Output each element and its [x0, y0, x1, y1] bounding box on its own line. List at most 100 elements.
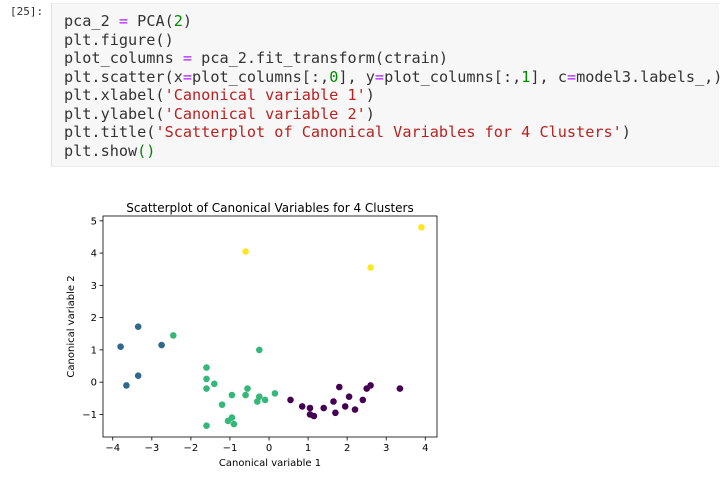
y-tick-label: 0 [91, 378, 97, 389]
code-token: pca_2 [64, 12, 119, 30]
code-token: 2 [173, 12, 183, 30]
code-token: pca_2.fit_transform(ctrain) [192, 49, 449, 67]
code-token: ], c [530, 67, 567, 86]
code-token: PCA( [128, 12, 174, 30]
code-line: plt.scatter(x=plot_columns[:,0], y=plot_… [64, 68, 721, 87]
code-token: plot_columns [64, 49, 183, 67]
code-line: plt.show() [64, 142, 721, 161]
x-axis-label: Canonical variable 1 [219, 458, 321, 469]
scatter-point [367, 264, 374, 271]
code-token: 1 [521, 67, 531, 86]
scatter-point [228, 414, 236, 421]
code-token: plot_columns[:, [192, 67, 330, 86]
x-tick-label: −1 [223, 443, 238, 454]
scatter-plot: −4 −3 −2 −1 0 1 2 3 4 −1 0 1 2 3 4 5 Scatterplot of Cano… [66, 201, 438, 469]
code-token: ) [365, 104, 375, 123]
scatter-point [255, 346, 263, 354]
scatter-point [134, 323, 142, 331]
cell-output-plot: −4 −3 −2 −1 0 1 2 3 4 −1 0 1 2 3 4 5 Scatterplot of Cano… [0, 180, 721, 480]
code-token: () [137, 141, 156, 160]
scatter-point [170, 332, 177, 339]
scatter-point [230, 420, 238, 428]
code-token: plt.ylabel( [64, 104, 165, 123]
y-tick-label: 3 [91, 281, 97, 292]
scatter-point [244, 385, 251, 392]
code-token: 0 [329, 67, 339, 86]
scatter-point [228, 391, 236, 399]
scatter-point [396, 385, 404, 392]
scatter-point [203, 364, 210, 371]
scatter-point [359, 396, 367, 404]
scatter-point [287, 396, 294, 404]
y-tick-label: 4 [91, 249, 97, 260]
code-token: 'Canonical variable 2' [164, 104, 366, 123]
x-tick-label: 4 [422, 443, 428, 454]
scatter-point [306, 404, 314, 412]
y-axis-label: Canonical variable 2 [66, 275, 77, 377]
scatter-point [332, 409, 339, 417]
scatter-point [345, 393, 353, 401]
scatter-point [123, 382, 130, 389]
scatter-point [211, 380, 218, 388]
scatter-point [117, 343, 124, 351]
scatter-point [158, 341, 165, 349]
code-token: 'Canonical variable 1' [164, 86, 366, 104]
code-token: plt.show [64, 141, 138, 160]
scatter-point [418, 224, 425, 231]
scatter-point [298, 403, 306, 410]
code-token: ) [365, 86, 375, 104]
code-token: plt.title( [64, 123, 156, 141]
code-token: = [182, 49, 193, 67]
code-line: plot_columns = pca_2.fit_transform(ctrai… [64, 49, 721, 68]
code-line: plt.figure() [64, 31, 721, 50]
code-token: model3.labels_,) [576, 67, 721, 86]
y-tick-label: −1 [82, 410, 97, 421]
x-tick-label: 2 [344, 443, 350, 454]
scatter-point [134, 372, 142, 380]
x-tick-label: 3 [383, 443, 389, 454]
code-cell-input[interactable]: pca_2 = PCA(2) plt.figure() plot_columns =… [51, 3, 721, 167]
x-tick-label: −3 [144, 443, 159, 454]
code-token: = [118, 12, 129, 30]
scatter-point [242, 391, 249, 399]
code-token: ], y [338, 67, 375, 86]
scatter-point [255, 393, 263, 401]
x-tick-label: 1 [305, 443, 311, 454]
x-tick-label: −2 [184, 443, 199, 454]
scatter-point [330, 398, 337, 405]
y-tick-label: 5 [91, 216, 97, 227]
code-line: pca_2 = PCA(2) [64, 12, 721, 31]
code-line: plt.ylabel('Canonical variable 2') [64, 105, 721, 124]
code-token: plot_columns[:, [384, 67, 522, 86]
scatter-point [203, 385, 210, 392]
chart-title: Scatterplot of Canonical Variables for 4… [126, 201, 413, 215]
y-tick-label: 2 [91, 313, 97, 324]
code-line: plt.title('Scatterplot of Canonical Vari… [64, 123, 721, 142]
code-token: plt.scatter(x [64, 67, 183, 86]
code-token: = [374, 67, 385, 86]
code-token: = [182, 67, 193, 86]
y-tick-label: 1 [91, 345, 97, 356]
code-token: plt.xlabel( [64, 86, 165, 104]
x-tick-label: −4 [105, 443, 120, 454]
code-token: 'Scatterplot of Canonical Variables for … [155, 123, 622, 141]
scatter-point [271, 390, 279, 397]
scatter-point [341, 403, 349, 410]
scatter-point [242, 248, 249, 255]
code-token: ) [621, 123, 631, 141]
code-token: plt.figure() [64, 30, 174, 49]
code-editor[interactable]: pca_2 = PCA(2) plt.figure() plot_columns =… [64, 12, 721, 160]
cell-prompt: [25]: [10, 5, 44, 18]
scatter-point [261, 396, 269, 404]
plot-frame [102, 215, 438, 438]
code-token: = [566, 67, 577, 86]
scatter-point [203, 375, 210, 383]
scatter-point [320, 404, 328, 412]
scatter-point [367, 382, 374, 389]
scatter-point [351, 406, 359, 413]
x-tick-label: 0 [266, 443, 272, 454]
scatter-point [218, 401, 226, 409]
scatter-point [310, 412, 318, 420]
code-line: plt.xlabel('Canonical variable 1') [64, 86, 721, 105]
scatter-point [203, 422, 210, 430]
